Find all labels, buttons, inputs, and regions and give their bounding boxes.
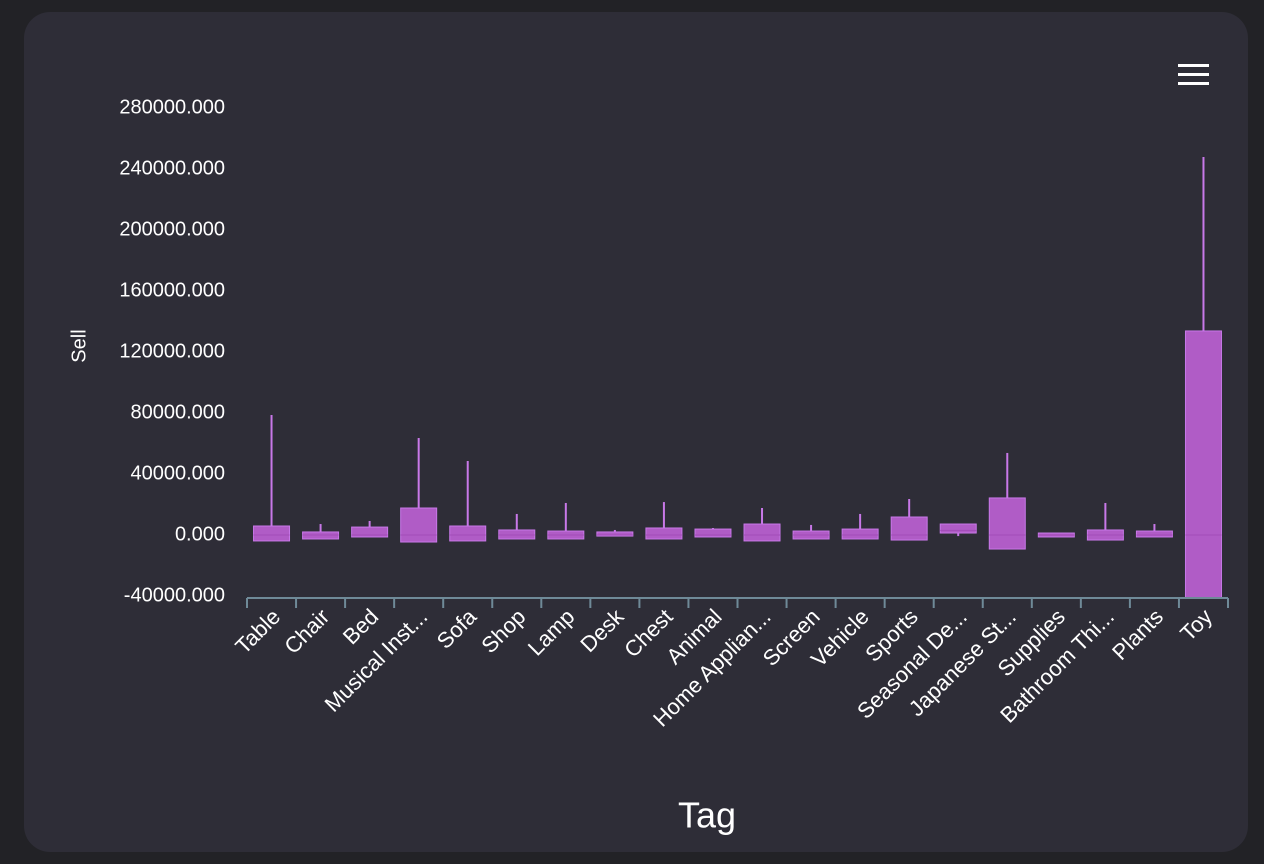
box xyxy=(498,529,536,540)
y-tick-label: 0.000 xyxy=(175,523,225,545)
y-tick-label: 280000.000 xyxy=(119,96,225,118)
box xyxy=(253,525,291,542)
y-tick-label: 40000.000 xyxy=(130,462,225,484)
box xyxy=(351,526,389,538)
box xyxy=(743,523,781,542)
plot-area xyxy=(253,156,1222,598)
box xyxy=(449,525,487,542)
y-tick-label: -40000.000 xyxy=(124,584,225,606)
menu-bar xyxy=(1178,64,1209,67)
menu-button[interactable] xyxy=(1178,64,1209,85)
box xyxy=(890,516,928,541)
y-tick-label: 120000.000 xyxy=(119,340,225,362)
box xyxy=(645,527,683,540)
y-tick-label: 160000.000 xyxy=(119,279,225,301)
menu-bar xyxy=(1178,73,1209,76)
y-tick-label: 80000.000 xyxy=(130,401,225,423)
y-tick-label: 240000.000 xyxy=(119,157,225,179)
y-axis-title: Sell xyxy=(68,329,90,362)
box xyxy=(841,528,879,540)
x-axis-title: Tag xyxy=(678,795,736,836)
box xyxy=(988,497,1026,550)
box xyxy=(1184,330,1222,598)
box xyxy=(400,507,438,543)
menu-bar xyxy=(1178,82,1209,85)
box xyxy=(596,531,634,537)
y-tick-label: 200000.000 xyxy=(119,218,225,240)
box xyxy=(1135,530,1173,538)
card xyxy=(24,12,1248,852)
box xyxy=(694,528,732,538)
box xyxy=(939,523,977,534)
